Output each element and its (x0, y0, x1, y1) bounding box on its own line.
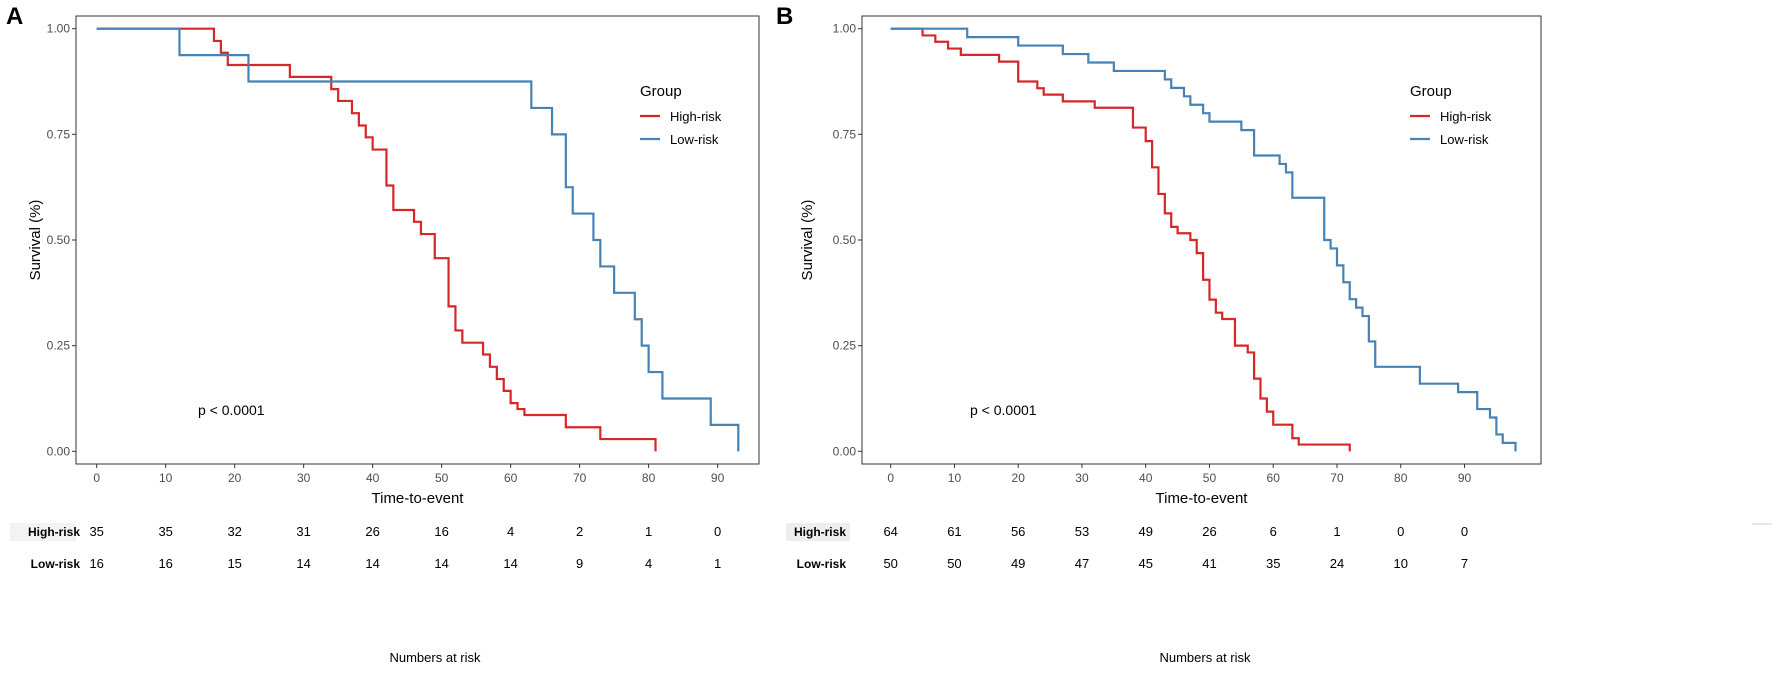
risk-count: 26 (365, 524, 379, 539)
risk-row-label: High-risk (28, 525, 80, 539)
legend-title: Group (1410, 83, 1452, 100)
risk-count: 64 (883, 524, 897, 539)
x-axis-title: Time-to-event (372, 490, 465, 507)
risk-count: 35 (1266, 556, 1280, 571)
legend-label: Low-risk (1440, 132, 1489, 147)
risk-count: 0 (1461, 524, 1468, 539)
risk-count: 14 (296, 556, 310, 571)
risk-label-bg (786, 523, 850, 541)
p-value-annotation: p < 0.0001 (198, 402, 265, 418)
x-axis-title: Time-to-event (1156, 490, 1249, 507)
x-tick-label: 20 (1012, 471, 1026, 485)
y-tick-label: 0.75 (47, 127, 71, 141)
legend-label: High-risk (670, 109, 722, 124)
y-tick-label: 0.75 (833, 127, 857, 141)
risk-table-title: Numbers at risk (389, 650, 481, 665)
legend-title: Group (640, 83, 682, 100)
risk-count: 1 (714, 556, 721, 571)
risk-row-label: High-risk (794, 525, 846, 539)
risk-count: 50 (947, 556, 961, 571)
risk-count: 4 (645, 556, 652, 571)
x-tick-label: 50 (435, 471, 449, 485)
x-tick-label: 90 (711, 471, 725, 485)
y-tick-label: 0.25 (833, 339, 857, 353)
risk-count: 45 (1138, 556, 1152, 571)
y-tick-label: 1.00 (47, 22, 71, 36)
panel-label: B (776, 3, 793, 30)
risk-count: 7 (1461, 556, 1468, 571)
y-tick-label: 0.25 (47, 339, 71, 353)
y-tick-label: 0.50 (47, 233, 71, 247)
risk-count: 2 (576, 524, 583, 539)
y-tick-label: 0.00 (833, 444, 857, 458)
survival-curve-low-risk (890, 27, 1517, 452)
x-tick-label: 60 (504, 471, 518, 485)
x-tick-label: 90 (1458, 471, 1472, 485)
risk-count: 41 (1202, 556, 1216, 571)
risk-count: 26 (1202, 524, 1216, 539)
risk-count: 0 (1397, 524, 1404, 539)
x-tick-label: 10 (159, 471, 173, 485)
risk-count: 1 (645, 524, 652, 539)
risk-count: 14 (434, 556, 448, 571)
x-tick-label: 0 (93, 471, 100, 485)
legend-label: High-risk (1440, 109, 1492, 124)
x-tick-label: 40 (1139, 471, 1153, 485)
risk-count: 9 (576, 556, 583, 571)
risk-count: 53 (1075, 524, 1089, 539)
km-panel-a: A0.000.250.500.751.000 10 20 30 40 50 60 70 80 90… (6, 3, 760, 665)
survival-curve-low-risk (96, 27, 740, 452)
risk-count: 0 (714, 524, 721, 539)
risk-table-title: Numbers at risk (1159, 650, 1251, 665)
y-tick-label: 0.00 (47, 444, 71, 458)
risk-count: 4 (507, 524, 514, 539)
x-tick-label: 20 (228, 471, 242, 485)
risk-label-bg (10, 523, 76, 541)
risk-count: 16 (434, 524, 448, 539)
risk-count: 16 (158, 556, 172, 571)
y-tick-label: 1.00 (833, 22, 857, 36)
risk-count: 31 (296, 524, 310, 539)
x-tick-label: 60 (1267, 471, 1281, 485)
risk-count: 50 (883, 556, 897, 571)
x-tick-label: 70 (573, 471, 587, 485)
risk-row-label: Low-risk (797, 557, 847, 571)
risk-count: 56 (1011, 524, 1025, 539)
risk-count: 6 (1270, 524, 1277, 539)
survival-curve-high-risk (96, 27, 657, 452)
risk-count: 16 (89, 556, 103, 571)
legend-label: Low-risk (670, 132, 719, 147)
x-tick-label: 40 (366, 471, 380, 485)
x-tick-label: 0 (887, 471, 894, 485)
x-tick-label: 30 (297, 471, 311, 485)
y-tick-label: 0.50 (833, 233, 857, 247)
risk-count: 47 (1075, 556, 1089, 571)
risk-count: 61 (947, 524, 961, 539)
y-axis-title: Survival (%) (27, 200, 44, 281)
x-tick-label: 70 (1330, 471, 1344, 485)
risk-count: 14 (365, 556, 379, 571)
x-tick-label: 10 (948, 471, 962, 485)
risk-row-label: Low-risk (31, 557, 81, 571)
p-value-annotation: p < 0.0001 (970, 402, 1037, 418)
km-panel-b: B0.000.250.500.751.000 10 20 30 40 50 60 70 80 90… (776, 3, 1542, 665)
x-tick-label: 80 (1394, 471, 1408, 485)
risk-count: 35 (89, 524, 103, 539)
risk-count: 32 (227, 524, 241, 539)
x-tick-label: 80 (642, 471, 656, 485)
risk-count: 10 (1394, 556, 1408, 571)
x-tick-label: 50 (1203, 471, 1217, 485)
risk-count: 49 (1011, 556, 1025, 571)
risk-count: 15 (227, 556, 241, 571)
risk-count: 49 (1138, 524, 1152, 539)
risk-count: 24 (1330, 556, 1344, 571)
survival-curve-high-risk (890, 27, 1351, 452)
y-axis-title: Survival (%) (799, 200, 816, 281)
x-tick-label: 30 (1075, 471, 1089, 485)
risk-count: 14 (503, 556, 517, 571)
risk-count: 35 (158, 524, 172, 539)
panel-label: A (6, 3, 23, 30)
risk-count: 1 (1333, 524, 1340, 539)
